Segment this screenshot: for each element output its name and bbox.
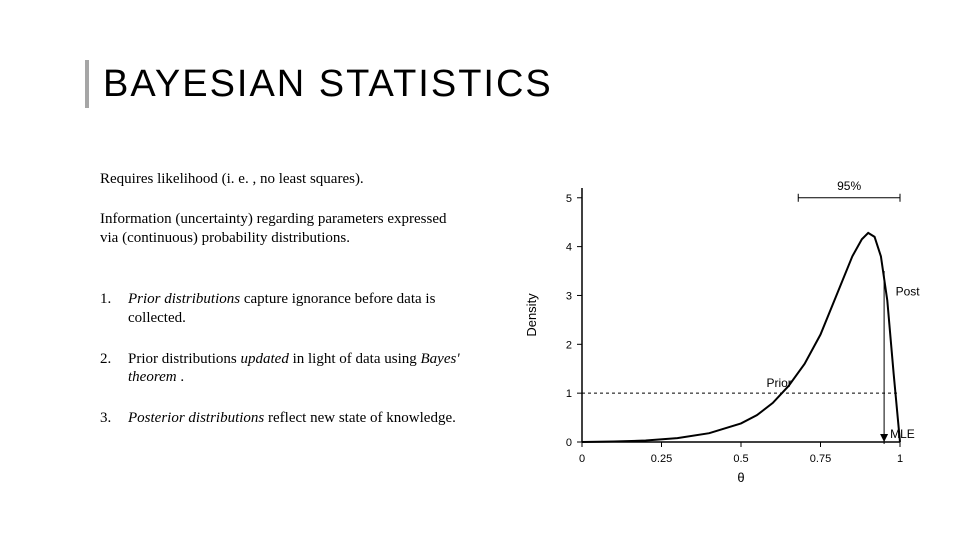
svg-text:0: 0 bbox=[579, 453, 585, 465]
list-number: 1. bbox=[100, 290, 128, 328]
list-number: 2. bbox=[100, 350, 128, 388]
paragraph-2: Information (uncertainty) regarding para… bbox=[100, 210, 460, 248]
density-chart: 00.250.50.751012345θDensityPriorPosterio… bbox=[520, 170, 920, 490]
svg-text:MLE: MLE bbox=[890, 427, 915, 441]
svg-text:1: 1 bbox=[897, 453, 903, 465]
svg-text:1: 1 bbox=[566, 388, 572, 400]
list-text: Posterior distributions reflect new stat… bbox=[128, 409, 460, 428]
title-accent-bar bbox=[85, 60, 89, 108]
svg-text:Density: Density bbox=[524, 293, 539, 337]
svg-text:θ: θ bbox=[737, 470, 744, 485]
list-item: 3. Posterior distributions reflect new s… bbox=[100, 409, 460, 428]
svg-text:0: 0 bbox=[566, 437, 572, 449]
list-item: 1. Prior distributions capture ignorance… bbox=[100, 290, 460, 328]
slide-title: BAYESIAN STATISTICS bbox=[103, 63, 553, 106]
list-text: Prior distributions capture ignorance be… bbox=[128, 290, 460, 328]
list-text: Prior distributions updated in light of … bbox=[128, 350, 460, 388]
list-number: 3. bbox=[100, 409, 128, 428]
list-item: 2. Prior distributions updated in light … bbox=[100, 350, 460, 388]
paragraph-1: Requires likelihood (i. e. , no least sq… bbox=[100, 170, 460, 189]
numbered-list: 1. Prior distributions capture ignorance… bbox=[100, 290, 460, 450]
svg-text:5: 5 bbox=[566, 193, 572, 205]
svg-text:0.75: 0.75 bbox=[810, 453, 831, 465]
svg-text:3: 3 bbox=[566, 290, 572, 302]
svg-text:0.25: 0.25 bbox=[651, 453, 672, 465]
svg-text:95%: 95% bbox=[837, 179, 861, 193]
svg-text:2: 2 bbox=[566, 339, 572, 351]
svg-text:0.5: 0.5 bbox=[733, 453, 748, 465]
svg-text:4: 4 bbox=[566, 242, 572, 254]
svg-text:Posterior: Posterior bbox=[896, 284, 920, 298]
